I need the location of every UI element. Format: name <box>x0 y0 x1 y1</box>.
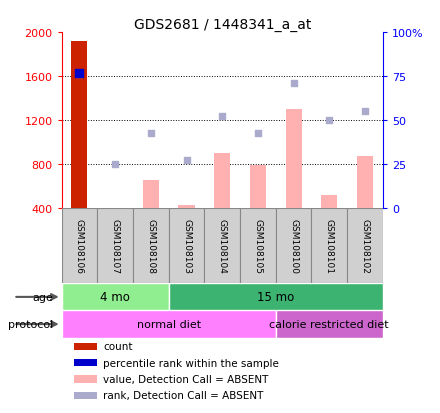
Bar <box>179 205 194 209</box>
Bar <box>133 209 169 284</box>
Bar <box>250 166 266 209</box>
Text: GSM108101: GSM108101 <box>325 218 334 273</box>
Bar <box>321 195 337 209</box>
Bar <box>240 209 276 284</box>
Text: GSM108108: GSM108108 <box>147 218 155 273</box>
Text: GSM108104: GSM108104 <box>218 218 227 273</box>
Text: calorie restricted diet: calorie restricted diet <box>269 319 389 329</box>
Text: GSM108107: GSM108107 <box>110 218 120 273</box>
Bar <box>97 209 133 284</box>
Text: normal diet: normal diet <box>136 319 201 329</box>
Bar <box>74 359 97 366</box>
Text: GSM108103: GSM108103 <box>182 218 191 273</box>
Text: 4 mo: 4 mo <box>100 291 130 304</box>
Point <box>76 70 83 77</box>
Bar <box>214 154 230 209</box>
Text: GSM108105: GSM108105 <box>253 218 262 273</box>
Point <box>76 71 83 78</box>
Text: rank, Detection Call = ABSENT: rank, Detection Call = ABSENT <box>103 390 264 400</box>
Text: value, Detection Call = ABSENT: value, Detection Call = ABSENT <box>103 374 269 384</box>
Point <box>326 117 333 124</box>
Point <box>183 157 190 164</box>
Bar <box>62 284 169 311</box>
Bar <box>357 157 373 209</box>
Text: 15 mo: 15 mo <box>257 291 294 304</box>
Text: GSM108102: GSM108102 <box>360 218 370 273</box>
Bar <box>286 110 301 209</box>
Text: age: age <box>32 292 53 302</box>
Text: GSM108106: GSM108106 <box>75 218 84 273</box>
Point <box>254 131 261 137</box>
Text: protocol: protocol <box>7 319 53 329</box>
Bar <box>204 209 240 284</box>
Bar <box>276 311 383 338</box>
Point <box>361 109 368 115</box>
Bar <box>169 209 204 284</box>
Bar <box>62 209 97 284</box>
Text: GSM108100: GSM108100 <box>289 218 298 273</box>
Point <box>219 113 226 120</box>
Bar <box>74 392 97 399</box>
Point <box>112 161 119 168</box>
Point <box>147 131 154 137</box>
Text: percentile rank within the sample: percentile rank within the sample <box>103 358 279 368</box>
Bar <box>312 209 347 284</box>
Bar <box>276 209 312 284</box>
Bar <box>347 209 383 284</box>
Title: GDS2681 / 1448341_a_at: GDS2681 / 1448341_a_at <box>133 18 311 32</box>
Text: count: count <box>103 342 133 351</box>
Point <box>290 80 297 87</box>
Bar <box>71 42 88 209</box>
Bar <box>74 343 97 350</box>
Bar <box>143 181 159 209</box>
Bar <box>62 311 276 338</box>
Bar <box>74 375 97 382</box>
Bar <box>169 284 383 311</box>
